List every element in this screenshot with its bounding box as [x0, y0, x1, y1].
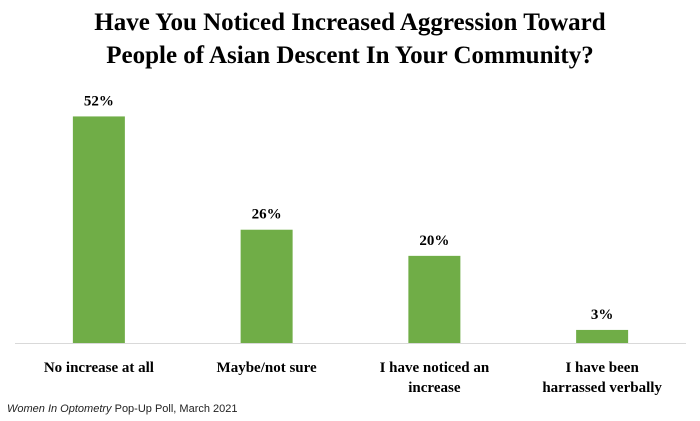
category-label-0-line-0: No increase at all: [44, 360, 154, 376]
category-label-1-line-0: Maybe/not sure: [217, 360, 317, 376]
data-label-0: 52%: [84, 93, 114, 109]
source-publication: Women In Optometry: [7, 403, 112, 415]
source-rest: Pop-Up Poll, March 2021: [111, 403, 238, 415]
category-label-3-line-0: I have been: [565, 360, 639, 376]
data-label-3: 3%: [591, 307, 614, 323]
category-label-3-line-1: harrassed verbally: [542, 380, 662, 396]
chart-title-line-2: People of Asian Descent In Your Communit…: [106, 42, 594, 69]
bar-0: [72, 116, 125, 343]
data-label-2: 20%: [419, 233, 449, 249]
source-note: Women In Optometry Pop-Up Poll, March 20…: [7, 403, 238, 415]
category-label-2-line-0: I have noticed an: [380, 360, 490, 376]
data-label-1: 26%: [252, 207, 282, 223]
chart-title-line-1: Have You Noticed Increased Aggression To…: [94, 9, 606, 36]
chart-title: Have You Noticed Increased Aggression To…: [0, 6, 700, 72]
bar-2: [408, 255, 461, 343]
category-label-2-line-1: increase: [408, 380, 461, 396]
bar-3: [576, 329, 629, 343]
bar-1: [240, 229, 293, 343]
